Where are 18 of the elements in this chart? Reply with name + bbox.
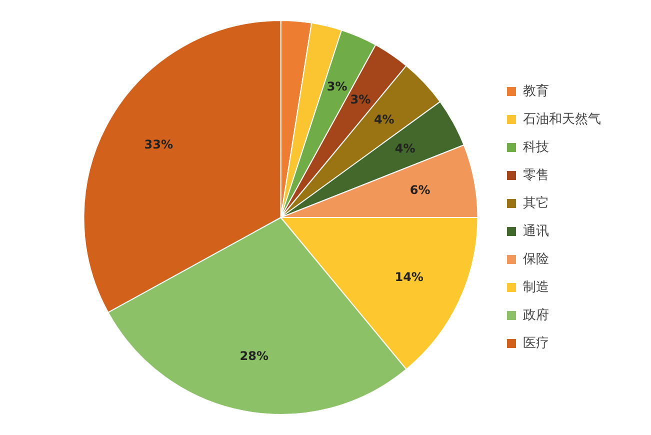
legend-label: 医疗 xyxy=(523,336,549,351)
legend-label: 石油和天然气 xyxy=(523,112,601,127)
legend-label: 通讯 xyxy=(523,224,549,239)
data-label: 4% xyxy=(374,112,394,127)
legend-label: 保险 xyxy=(523,252,549,267)
legend-label: 政府 xyxy=(523,306,549,323)
data-label: 6% xyxy=(410,183,430,198)
data-label: 14% xyxy=(394,270,424,284)
legend-label: 零售 xyxy=(523,168,549,183)
legend-label: 其它 xyxy=(523,194,549,211)
data-label: 4% xyxy=(394,141,416,156)
data-label: 28% xyxy=(240,348,269,363)
data-label: 33% xyxy=(144,137,174,152)
legend-label: 科技 xyxy=(523,140,549,155)
data-label: 3% xyxy=(350,92,371,106)
legend-label: 教育 xyxy=(523,82,549,99)
legend-label: 制造 xyxy=(523,280,549,295)
data-label: 3% xyxy=(326,79,348,94)
